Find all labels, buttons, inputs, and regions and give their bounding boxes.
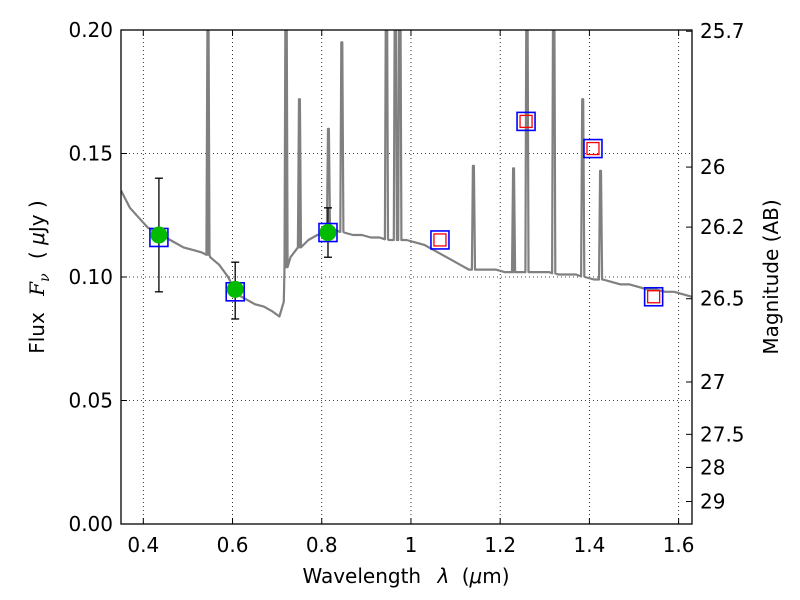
observed-point [319,224,337,242]
y2-axis-title: Magnitude (AB) [759,199,783,354]
x-axis-title: Wavelength λ (μm) [302,564,509,588]
model-photometry-square [583,138,603,159]
predicted-square [646,290,661,304]
y-tick-label: 0.00 [68,512,113,536]
x-tick-label: 1.4 [573,533,605,557]
y-axis-title-unit-open: ( [25,245,49,259]
observed-point [150,226,168,244]
model-photometry-square [643,286,664,307]
x-tick-label: 0.4 [127,533,159,557]
x-tick-label: 1.2 [484,533,516,557]
x-axis-title-unit-mu: μ [469,564,483,588]
spectrum-line [121,30,692,318]
y2-tick-label: 27.5 [700,422,745,446]
model-photometry-square [318,222,338,243]
x-axis-title-prefix: Wavelength [302,564,421,588]
y-tick-label: 0.05 [68,389,113,413]
observed-point [226,280,244,298]
y-axis-title-unit-mu: μ [25,232,49,246]
y2-tick-label: 27 [700,370,725,394]
y-axis-title: Flux Fν ( μJy ) [25,200,54,354]
predicted-square [586,141,600,156]
y2-tick-label: 26.5 [700,287,745,311]
y2-tick-label: 28 [700,455,725,479]
data-layer [121,30,692,320]
x-axis-title-unit-open: ( [462,564,470,588]
model-photometry-square [430,230,450,250]
predicted-square [519,114,533,129]
x-axis-title-symbol: λ [436,564,449,588]
y-tick-label: 0.10 [68,265,113,289]
y-axis-title-unit-rest: Jy ) [25,200,49,234]
y-tick-label: 0.15 [68,142,113,166]
predicted-square [433,233,447,247]
model-photometry-square [516,111,536,132]
ticks: 0.4 0.6 0.8 1 1.2 1.4 1.6 0.00 0.05 0.10 0.15 0.20 2… [68,18,744,557]
y-axis-title-subscript: ν [37,273,53,282]
y2-tick-label: 26 [700,155,725,179]
x-tick-label: 1.6 [663,533,695,557]
x-tick-label: 0.6 [217,533,249,557]
y-axis-title-symbol: F [25,281,49,297]
x-tick-label: 0.8 [306,533,338,557]
y-tick-label: 0.20 [68,18,113,42]
x-axis-title-unit-rest: m) [482,564,509,588]
y2-tick-label: 26.2 [700,215,745,239]
x-tick-label: 1 [405,533,418,557]
y-axis-title-prefix: Flux [25,312,49,354]
y2-tick-label: 29 [700,490,725,514]
y2-tick-label: 25.7 [700,19,745,43]
